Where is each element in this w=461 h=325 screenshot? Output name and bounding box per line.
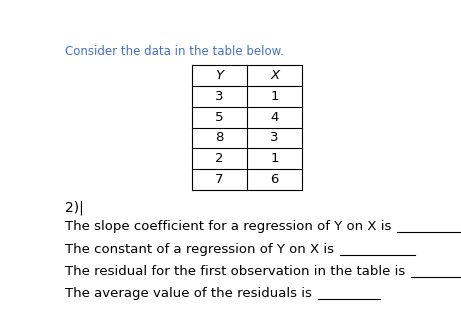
Text: 5: 5	[215, 111, 224, 124]
Text: 8: 8	[215, 132, 224, 145]
Text: 1: 1	[271, 90, 279, 103]
Text: 3: 3	[271, 132, 279, 145]
Text: The residual for the first observation in the table is: The residual for the first observation i…	[65, 266, 409, 279]
Text: 2: 2	[215, 152, 224, 165]
Text: The constant of a regression of Y on X is: The constant of a regression of Y on X i…	[65, 243, 338, 256]
Text: X: X	[270, 69, 279, 82]
Text: 3: 3	[215, 90, 224, 103]
Text: 1: 1	[271, 152, 279, 165]
Text: 4: 4	[271, 111, 279, 124]
Text: Consider the data in the table below.: Consider the data in the table below.	[65, 45, 284, 58]
Text: 6: 6	[271, 173, 279, 186]
Text: 7: 7	[215, 173, 224, 186]
Text: The slope coefficient for a regression of Y on X is: The slope coefficient for a regression o…	[65, 220, 396, 233]
Text: The average value of the residuals is: The average value of the residuals is	[65, 287, 316, 300]
Text: 2)|: 2)|	[65, 201, 83, 215]
Text: Y: Y	[215, 69, 223, 82]
